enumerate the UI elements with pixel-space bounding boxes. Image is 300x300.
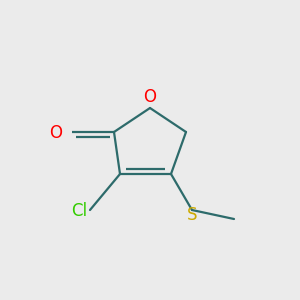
Text: S: S [187,206,197,224]
Text: O: O [143,88,157,106]
Text: Cl: Cl [71,202,88,220]
Text: O: O [49,124,62,142]
